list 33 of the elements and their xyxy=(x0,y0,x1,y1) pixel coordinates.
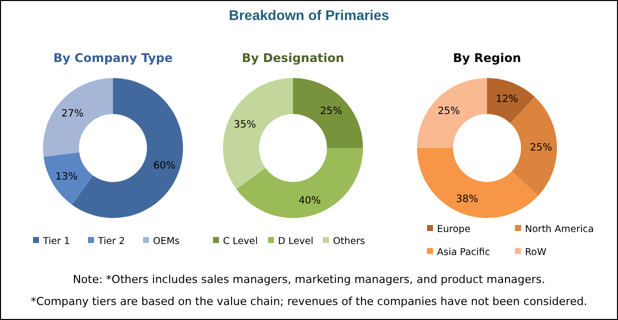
donut-slice xyxy=(223,78,293,190)
legend-label: D Level xyxy=(278,236,314,247)
chart-title: By Region xyxy=(452,51,522,65)
data-label: 35% xyxy=(234,119,256,130)
donut-slice xyxy=(236,148,363,218)
data-label: 25% xyxy=(530,142,552,154)
legend-label: North America xyxy=(525,224,594,235)
data-label: 25% xyxy=(438,106,460,117)
text: Note: *Others includes sales managers, marketing managers, and product managers. xyxy=(72,273,546,286)
text: *Company tiers are based on the value chain; revenues of the companies have not been considered. xyxy=(30,295,588,308)
legend-label: Asia Pacific xyxy=(437,247,490,258)
donut-slice xyxy=(293,78,363,148)
legend-label: C Level xyxy=(223,236,258,247)
donut-slice xyxy=(417,78,487,148)
donut-slice xyxy=(487,78,535,124)
text: Breakdown of Primaries xyxy=(228,7,390,23)
legend-label: RoW xyxy=(525,247,547,258)
data-label: 38% xyxy=(456,194,478,206)
donut-slice xyxy=(43,78,113,157)
data-label: 27% xyxy=(61,108,84,120)
legend-label: Tier 2 xyxy=(97,236,125,247)
chart-title: By Company Type xyxy=(53,51,173,65)
legend-label: Europe xyxy=(437,224,471,235)
legend-label: OEMs xyxy=(153,236,180,247)
data-label: 25% xyxy=(320,106,342,117)
legend-label: Others xyxy=(333,236,365,247)
donut-slice xyxy=(44,152,94,205)
chart-title: By Designation xyxy=(242,51,344,65)
data-label: 40% xyxy=(298,195,321,206)
data-label: 12% xyxy=(496,94,518,105)
data-label: 60% xyxy=(153,160,176,172)
legend-label: Tier 1 xyxy=(42,236,70,247)
data-label: 13% xyxy=(55,171,78,182)
